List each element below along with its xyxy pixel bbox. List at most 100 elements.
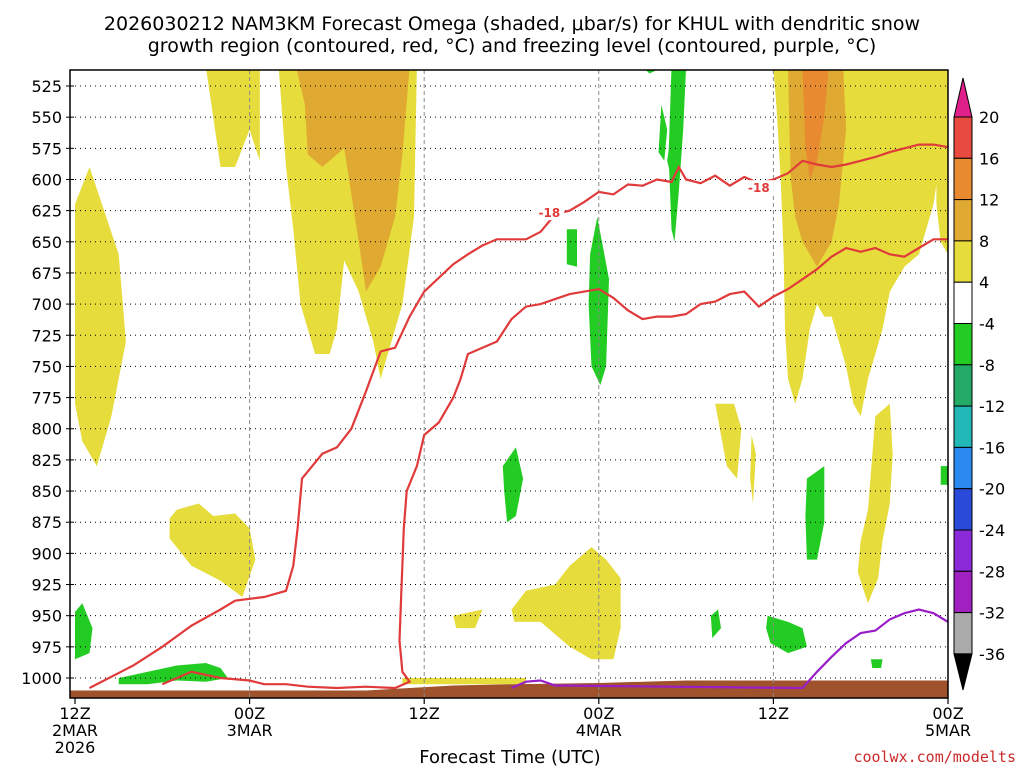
contour-label-1: -18 — [748, 181, 770, 195]
colorbar-bottom-arrow — [953, 653, 973, 691]
omega-region-27 — [805, 466, 825, 560]
colorbar-label-11: -28 — [979, 562, 1005, 581]
y-tick-label-9: 750 — [31, 357, 62, 376]
omega-region-14 — [802, 70, 829, 180]
terrain-fill — [70, 680, 948, 698]
y-tick-label-10: 775 — [31, 389, 62, 408]
omega-shading — [75, 70, 948, 685]
contours: -18 -18 — [88, 143, 948, 690]
y-tick-label-6: 675 — [31, 264, 62, 283]
x-tick-label-3-0: 00Z — [583, 704, 614, 723]
colorbar-swatch-0 — [953, 116, 973, 159]
omega-region-9 — [750, 435, 756, 504]
x-axis-label: Forecast Time (UTC) — [419, 747, 600, 768]
omega-region-18 — [667, 104, 684, 180]
omega-region-6 — [453, 609, 483, 629]
y-tick-label-5: 650 — [31, 233, 62, 252]
omega-region-12 — [857, 403, 893, 604]
y-tick-label-17: 950 — [31, 607, 62, 626]
omega-region-4 — [169, 503, 256, 597]
omega-region-1 — [206, 70, 260, 167]
colorbar-label-7: -12 — [979, 397, 1005, 416]
colorbar-label-6: -8 — [979, 356, 995, 375]
chart-title-line1: 2026030212 NAM3KM Forecast Omega (shaded… — [104, 13, 920, 35]
colorbar-label-3: 8 — [979, 232, 989, 251]
plot-frame — [69, 69, 949, 699]
omega-region-7 — [511, 547, 621, 660]
colorbar-label-9: -20 — [979, 480, 1005, 499]
y-tick-label-14: 875 — [31, 513, 62, 532]
colorbar-swatch-3 — [953, 240, 973, 283]
colorbar-swatch-7 — [953, 405, 973, 448]
colorbar-top-arrow — [953, 77, 973, 118]
omega-region-11 — [933, 70, 948, 255]
colorbar-swatch-8 — [953, 446, 973, 490]
colorbar-swatch-11 — [953, 570, 973, 614]
colorbar-swatch-2 — [953, 199, 973, 242]
dgz-upper-contour — [88, 143, 948, 689]
colorbar-swatch-6 — [953, 364, 973, 407]
omega-region-24 — [118, 663, 228, 685]
y-tick-label-18: 975 — [31, 638, 62, 657]
credit-text: coolwx.com/modelts — [853, 748, 1016, 766]
chart-title-line2: growth region (contoured, red, °C) and f… — [148, 35, 877, 57]
colorbar-label-12: -32 — [979, 604, 1005, 623]
colorbar-swatch-10 — [953, 529, 973, 572]
colorbar-swatch-4 — [953, 281, 973, 325]
y-tick-label-11: 800 — [31, 420, 62, 439]
x-tick-label-4-0: 12Z — [758, 704, 789, 723]
omega-region-16 — [645, 70, 657, 74]
y-axis: 525 550 575 600 625 650 675 700 725 750 775 800 825 8… — [21, 77, 74, 688]
colorbar: 20 16 12 8 4 -4 -8 -12 -16 -20 -24 -28 -32 -36 — [953, 77, 1005, 691]
colorbar-label-13: -36 — [979, 645, 1005, 664]
colorbar-swatch-5 — [953, 323, 973, 366]
x-tick-label-3-1: 4MAR — [576, 721, 622, 740]
colorbar-swatch-12 — [953, 612, 973, 655]
y-tick-label-12: 825 — [31, 451, 62, 470]
omega-region-20 — [566, 229, 577, 267]
colorbar-swatch-1 — [953, 157, 973, 201]
y-tick-label-4: 625 — [31, 202, 62, 221]
y-tick-label-3: 600 — [31, 170, 62, 189]
contour-label-bg-1 — [743, 180, 774, 196]
x-tick-label-0-1: 2MAR — [52, 721, 98, 740]
omega-region-3 — [296, 70, 410, 292]
colorbar-label-2: 12 — [979, 191, 999, 210]
x-tick-label-5-0: 00Z — [932, 704, 963, 723]
omega-region-13 — [788, 70, 847, 267]
x-tick-label-1-0: 00Z — [234, 704, 265, 723]
contour-label-bg-0 — [534, 205, 565, 221]
colorbar-label-8: -16 — [979, 438, 1005, 457]
omega-region-25 — [710, 609, 721, 639]
colorbar-label-0: 20 — [979, 108, 999, 127]
y-tick-label-1: 550 — [31, 108, 62, 127]
y-tick-label-13: 850 — [31, 482, 62, 501]
colorbar-label-4: 4 — [979, 273, 989, 292]
y-tick-label-19: 1000 — [21, 669, 62, 688]
omega-region-23 — [75, 603, 93, 660]
x-tick-label-2-0: 12Z — [409, 704, 440, 723]
omega-region-8 — [715, 403, 742, 479]
colorbar-label-10: -24 — [979, 521, 1005, 540]
omega-region-28 — [870, 659, 883, 668]
freezing-level-contour — [511, 608, 948, 690]
omega-region-19 — [658, 104, 668, 161]
colorbar-label-1: 16 — [979, 149, 999, 168]
y-tick-label-7: 700 — [31, 295, 62, 314]
x-tick-label-1-1: 3MAR — [227, 721, 273, 740]
omega-region-22 — [502, 447, 524, 523]
dgz-lower-contour — [161, 238, 948, 690]
y-tick-label-16: 925 — [31, 576, 62, 595]
omega-region-0 — [75, 167, 126, 467]
contour-label-0: -18 — [538, 206, 560, 220]
colorbar-swatch-9 — [953, 488, 973, 531]
x-tick-label-0-0: 12Z — [59, 704, 90, 723]
terrain-polygon — [70, 680, 948, 698]
x-tick-label-0-2: 2026 — [55, 738, 96, 757]
omega-region-5 — [402, 678, 526, 685]
x-tick-label-5-1: 5MAR — [925, 721, 971, 740]
y-tick-label-8: 725 — [31, 326, 62, 345]
colorbar-label-5: -4 — [979, 315, 995, 334]
